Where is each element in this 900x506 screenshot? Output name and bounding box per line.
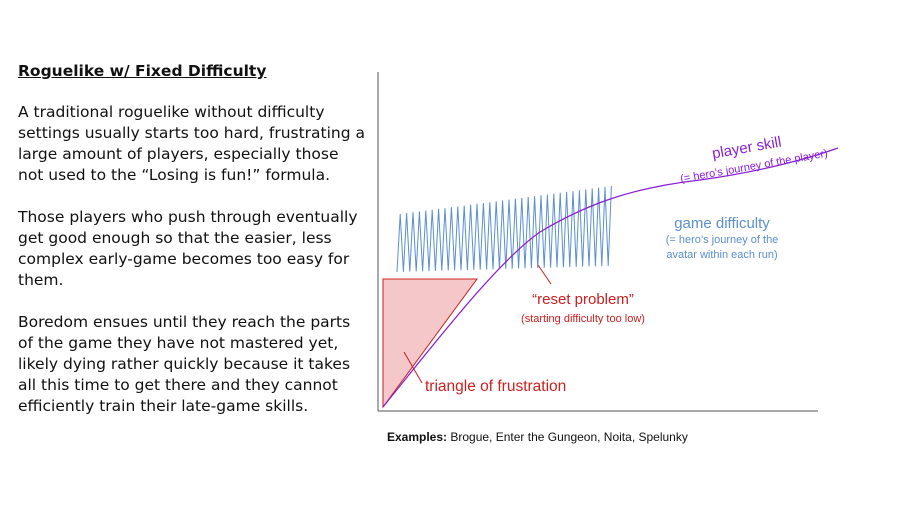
reset-sublabel: (starting difficulty too low): [521, 313, 645, 325]
frustration-triangle: [382, 278, 478, 409]
reset-pointer: [537, 264, 552, 285]
examples-line: Examples: Brogue, Enter the Gungeon, Noi…: [387, 430, 688, 444]
reset-label: “reset problem”: [532, 291, 634, 308]
game-difficulty-line: [396, 185, 612, 273]
examples-text: Brogue, Enter the Gungeon, Noita, Spelun…: [447, 430, 688, 444]
game-difficulty-label: game difficulty: [674, 215, 770, 232]
triangle-label: triangle of frustration: [425, 378, 566, 395]
game-difficulty-sub1: (= hero’s journey of the: [666, 234, 779, 246]
player-skill-label-group: player skill (= hero’s journey of the pl…: [679, 134, 828, 186]
game-difficulty-sub2: avatar within each run): [666, 249, 777, 261]
paragraph-2: Those players who push through eventuall…: [18, 208, 358, 289]
slide-title: Roguelike w/ Fixed Difficulty: [18, 62, 267, 80]
paragraph-3: Boredom ensues until they reach the part…: [18, 313, 351, 415]
text-column: Roguelike w/ Fixed Difficulty A traditio…: [18, 62, 368, 438]
triangle-pointer: [403, 351, 423, 384]
player-skill-curve: [382, 147, 839, 408]
paragraph-1: A traditional roguelike without difficul…: [18, 103, 366, 184]
examples-label: Examples:: [387, 430, 448, 444]
